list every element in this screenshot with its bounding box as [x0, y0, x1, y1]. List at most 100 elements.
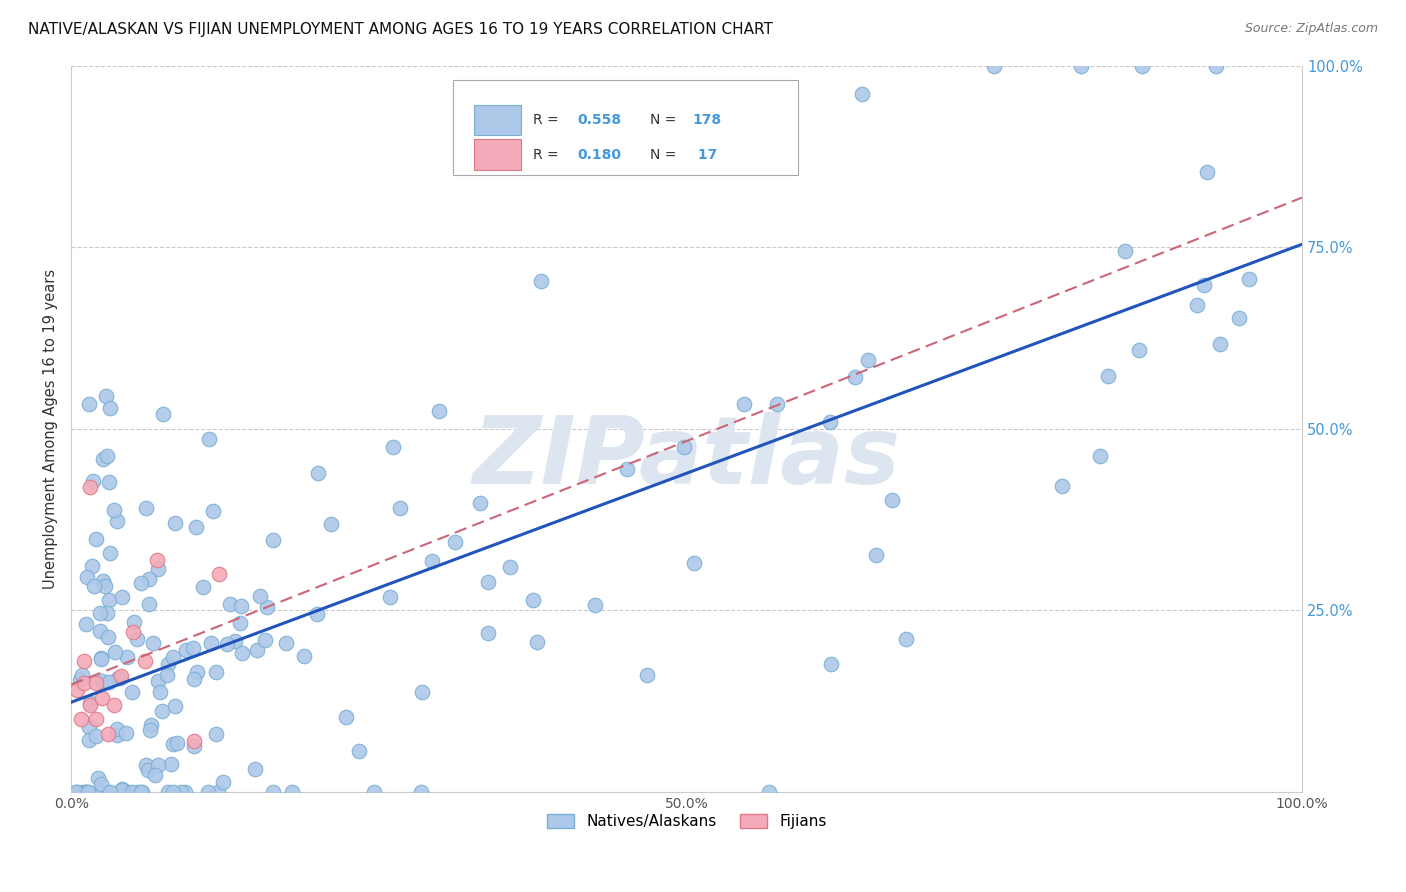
Point [89, 606, 111, 620]
Point [305, 607, 328, 622]
Point [636, 667, 658, 681]
Point [766, 396, 789, 410]
Point [411, 785, 433, 799]
Point [131, 785, 153, 799]
Point [72, 676, 94, 690]
Point [204, 727, 226, 741]
Point [200, 635, 222, 649]
Point [477, 575, 499, 590]
Text: 178: 178 [693, 112, 723, 127]
Point [105, 722, 128, 736]
Point [165, 699, 187, 714]
Point [349, 744, 371, 758]
Point [96, 449, 118, 463]
Point [143, 768, 166, 782]
Point [319, 517, 342, 532]
Point [166, 736, 188, 750]
Point [142, 636, 165, 650]
Point [105, 515, 128, 529]
Point [103, 698, 125, 712]
Y-axis label: Unemployment Among Ages 16 to 19 years: Unemployment Among Ages 16 to 19 years [44, 268, 58, 589]
Text: 0.180: 0.180 [578, 148, 621, 161]
Point [110, 669, 132, 683]
Point [389, 501, 412, 516]
Point [174, 785, 197, 799]
Point [91, 574, 114, 588]
Point [380, 591, 402, 605]
Point [183, 734, 205, 748]
Point [184, 520, 207, 534]
Point [530, 274, 553, 288]
Point [156, 657, 179, 672]
Point [262, 785, 284, 799]
Point [90, 652, 112, 666]
Point [77, 397, 100, 411]
Point [498, 559, 520, 574]
Point [107, 671, 129, 685]
Point [745, 93, 768, 107]
Point [851, 87, 873, 101]
Point [70, 667, 93, 681]
Point [256, 600, 278, 615]
Point [90, 777, 112, 791]
Point [77, 785, 100, 799]
Point [121, 785, 143, 799]
Point [844, 370, 866, 384]
Point [69, 673, 91, 688]
Point [139, 717, 162, 731]
Point [1097, 369, 1119, 384]
Point [218, 597, 240, 611]
Point [254, 632, 277, 647]
Point [125, 632, 148, 647]
Point [121, 685, 143, 699]
Point [243, 762, 266, 776]
Point [1205, 59, 1227, 73]
Point [79, 698, 101, 712]
Point [98, 401, 121, 415]
Point [73, 785, 96, 799]
Point [75, 616, 97, 631]
Point [202, 503, 225, 517]
Point [94, 579, 117, 593]
Point [103, 645, 125, 659]
Point [98, 546, 121, 560]
FancyBboxPatch shape [453, 80, 797, 175]
Point [858, 352, 880, 367]
Point [211, 775, 233, 789]
Point [79, 719, 101, 733]
Point [205, 665, 228, 679]
Point [983, 59, 1005, 73]
Point [197, 785, 219, 799]
Text: Source: ZipAtlas.com: Source: ZipAtlas.com [1244, 22, 1378, 36]
Point [1185, 297, 1208, 311]
Point [66, 785, 89, 799]
Point [79, 480, 101, 494]
Point [115, 650, 138, 665]
Point [249, 589, 271, 603]
Point [1237, 272, 1260, 286]
Point [127, 785, 149, 799]
Point [70, 712, 93, 726]
Point [159, 757, 181, 772]
Point [84, 712, 107, 726]
Point [156, 667, 179, 681]
Bar [474, 139, 520, 169]
Point [146, 674, 169, 689]
Point [162, 785, 184, 799]
Text: N =: N = [650, 112, 681, 127]
Point [122, 615, 145, 629]
Point [427, 403, 450, 417]
Point [183, 739, 205, 754]
Point [865, 548, 887, 562]
Point [146, 757, 169, 772]
Point [616, 462, 638, 476]
Point [157, 785, 180, 799]
Point [103, 503, 125, 517]
Bar [474, 104, 520, 135]
Point [135, 758, 157, 772]
Point [1070, 59, 1092, 73]
Point [246, 643, 269, 657]
Point [197, 432, 219, 446]
Point [139, 723, 162, 737]
Point [90, 651, 112, 665]
